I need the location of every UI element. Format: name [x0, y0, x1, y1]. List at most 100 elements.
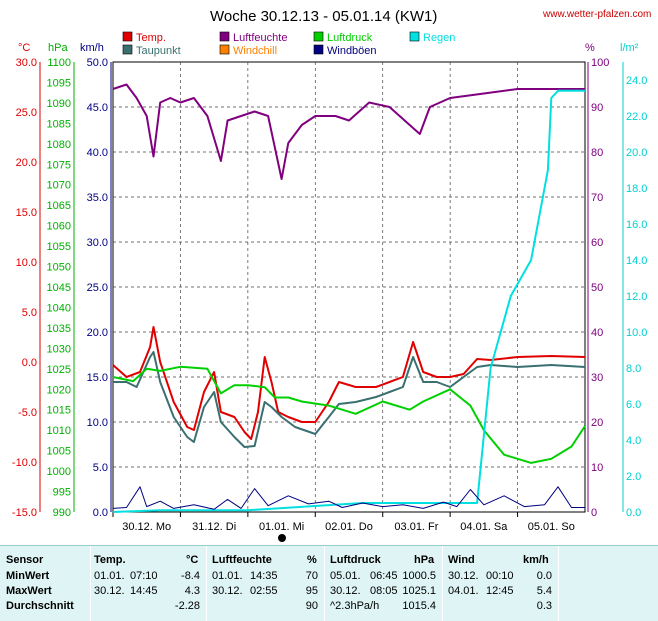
- press-axis-tick: 990: [53, 507, 71, 519]
- press-axis-tick: 1085: [47, 118, 71, 130]
- press-axis-tick: 1090: [47, 98, 71, 110]
- cell-w_time: 12:45: [486, 585, 514, 597]
- wind-axis-tick: 10.0: [87, 417, 108, 429]
- x-tick-label: 30.12. Mo: [122, 521, 171, 533]
- x-tick-label: 05.01. So: [528, 521, 575, 533]
- hum-axis-tick: 40: [591, 327, 603, 339]
- cell-p_date: 05.01.: [330, 570, 361, 582]
- wind-axis-tick: 5.0: [93, 462, 108, 474]
- rain-axis-tick: 0.0: [626, 507, 641, 519]
- temp-axis-tick: 0.0: [22, 357, 37, 369]
- press-axis-tick: 1025: [47, 364, 71, 376]
- wind-axis-tick: 25.0: [87, 282, 108, 294]
- rain-axis-tick: 18.0: [626, 183, 647, 195]
- rain-axis-tick: 2.0: [626, 471, 641, 483]
- cell-h_date: 01.01.: [212, 570, 243, 582]
- cell-h_val: 70: [305, 570, 318, 582]
- x-tick-label: 01.01. Mi: [259, 521, 304, 533]
- legend-swatch-0: [122, 31, 133, 42]
- cell-w_val: 0.0: [536, 570, 552, 582]
- cell-p_val: 1015.4: [402, 600, 436, 612]
- legend-label-2: Luftfeuchte: [233, 32, 287, 44]
- press-axis-tick: 1100: [47, 57, 71, 69]
- hum-axis-tick: 10: [591, 462, 603, 474]
- legend-label-1: Taupunkt: [136, 45, 181, 57]
- cell-p_date: ^2.3hPa/h: [330, 600, 380, 612]
- press-axis-tick: 1010: [47, 425, 71, 437]
- temp-axis-tick: 25.0: [16, 107, 37, 119]
- hum-axis-tick: 60: [591, 237, 603, 249]
- rain-axis-tick: 12.0: [626, 291, 647, 303]
- axes: °C hPa km/h% l/m² 30.0 25.0 20.0 15.0 10.0 5.0 0.0…: [12, 42, 648, 533]
- cell-label: MaxWert: [6, 585, 52, 597]
- temp-axis-tick: 5.0: [22, 307, 37, 319]
- legend-swatch-5: [313, 44, 324, 55]
- rain-axis-tick: 10.0: [626, 327, 647, 339]
- hum-axis-tick: 100: [591, 57, 609, 69]
- col-divider: [558, 546, 559, 621]
- header-press-unit: hPa: [414, 554, 435, 566]
- cell-w_date: 30.12.: [448, 570, 479, 582]
- legend-label-5: Windböen: [327, 45, 377, 57]
- cell-p_val: 1025.1: [402, 585, 436, 597]
- cell-t_val: -8.4: [181, 570, 200, 582]
- cell-t_date: 30.12.: [94, 585, 125, 597]
- wind-axis-tick: 30.0: [87, 237, 108, 249]
- chart-title: Woche 30.12.13 - 05.01.14 (KW1): [210, 8, 437, 25]
- cell-p_val: 1000.5: [402, 570, 436, 582]
- press-axis-tick: 1075: [47, 159, 71, 171]
- stats-table: Sensor Temp. °C Luftfeuchte % Luftdruck …: [0, 545, 658, 621]
- series-luftdruck: [112, 365, 586, 464]
- press-axis-tick: 1080: [47, 139, 71, 151]
- wind-axis-tick: 15.0: [87, 372, 108, 384]
- hum-axis-tick: 0: [591, 507, 597, 519]
- cell-h_time: 14:35: [250, 570, 278, 582]
- legend-swatch-1: [122, 44, 133, 55]
- temp-axis-tick: 20.0: [16, 157, 37, 169]
- grid: [112, 61, 586, 513]
- cell-h_val: 90: [305, 600, 318, 612]
- cell-t_time: 07:10: [130, 570, 158, 582]
- rain-axis-tick: 22.0: [626, 111, 647, 123]
- wind-axis-tick: 45.0: [87, 102, 108, 114]
- plot-area: [112, 83, 586, 513]
- wind-axis-tick: 0.0: [93, 507, 108, 519]
- press-axis-tick: 1065: [47, 200, 71, 212]
- cell-label: Durchschnitt: [6, 600, 74, 612]
- press-axis-tick: 995: [53, 487, 71, 499]
- hum-axis-tick: 90: [591, 102, 603, 114]
- press-axis-tick: 1070: [47, 180, 71, 192]
- wind-axis-tick: 35.0: [87, 192, 108, 204]
- site-url[interactable]: www.wetter-pfalzen.com: [542, 9, 651, 20]
- temp-axis-tick: 30.0: [16, 57, 37, 69]
- cell-t_val: 4.3: [184, 585, 200, 597]
- chart-canvas: Woche 30.12.13 - 05.01.14 (KW1) www.wett…: [12, 8, 651, 542]
- press-axis-tick: 1005: [47, 446, 71, 458]
- series-taupunkt: [113, 351, 586, 448]
- header-wind-unit: km/h: [523, 554, 549, 566]
- rain-axis-tick: 6.0: [626, 399, 641, 411]
- hum-axis-tick: 30: [591, 372, 603, 384]
- cell-h_val: 95: [305, 585, 318, 597]
- header-press: Luftdruck: [330, 554, 381, 566]
- wind-axis-tick: 40.0: [87, 147, 108, 159]
- legend-swatch-3: [219, 44, 230, 55]
- legend-swatch-2: [219, 31, 230, 42]
- legend-swatch-6: [409, 31, 420, 42]
- cell-t_val: -2.28: [174, 600, 200, 612]
- cell-w_val: 5.4: [536, 585, 552, 597]
- wind-axis-tick: 20.0: [87, 327, 108, 339]
- press-axis-tick: 1015: [47, 405, 71, 417]
- series-luftfeuchte: [112, 83, 585, 180]
- header-temp-unit: °C: [186, 554, 199, 566]
- hum-axis-tick: 20: [591, 417, 603, 429]
- series-regen: [112, 89, 585, 513]
- header-sensor: Sensor: [6, 554, 44, 566]
- cell-t_date: 01.01.: [94, 570, 125, 582]
- x-tick-label: 02.01. Do: [325, 521, 373, 533]
- temp-axis-tick: 10.0: [16, 257, 37, 269]
- axis-unit-2: km/h: [80, 42, 104, 54]
- cell-w_time: 00:10: [486, 570, 514, 582]
